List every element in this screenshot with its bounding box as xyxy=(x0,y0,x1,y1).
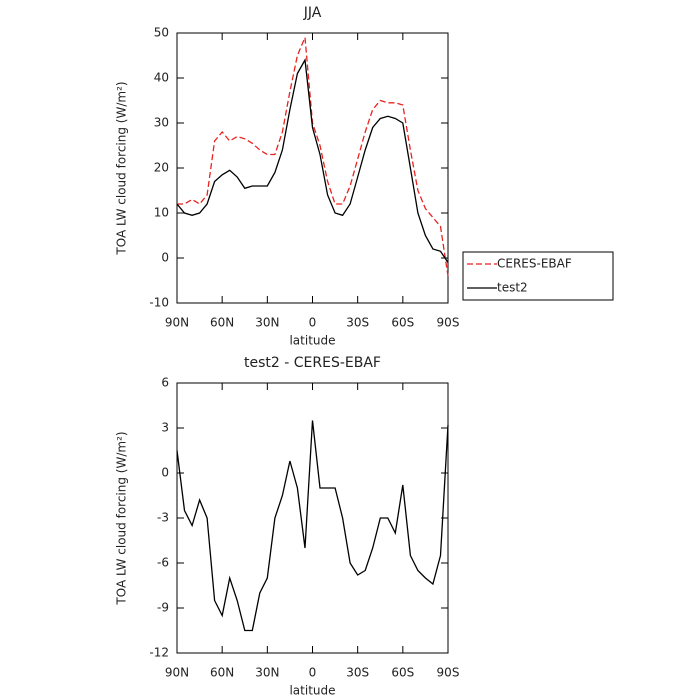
x-tick-label: 30S xyxy=(346,316,369,330)
data-line xyxy=(176,420,449,632)
y-tick-label: 0 xyxy=(161,466,169,480)
y-tick-label: -9 xyxy=(157,601,169,615)
y-tick-label: 3 xyxy=(161,421,169,435)
plot-frame xyxy=(176,32,449,304)
x-tick-label: 30N xyxy=(255,666,279,680)
legend-box xyxy=(462,251,614,301)
x-tick-label: 60N xyxy=(210,316,234,330)
legend-label: CERES-EBAF xyxy=(497,257,572,271)
data-line xyxy=(177,37,449,277)
x-tick-label: 60S xyxy=(391,666,414,680)
x-tick-label: 60S xyxy=(391,316,414,330)
y-axis-label: TOA LW cloud forcing (W/m²) xyxy=(115,431,129,605)
y-tick-label: -3 xyxy=(157,511,169,525)
chart-title: test2 - CERES-EBAF xyxy=(244,355,381,371)
x-tick-label: 30N xyxy=(255,316,279,330)
y-tick-label: 20 xyxy=(154,161,169,175)
y-tick-label: 10 xyxy=(154,206,169,220)
y-tick-label: -12 xyxy=(149,646,169,660)
x-tick-label: 90S xyxy=(437,316,460,330)
y-tick-label: 0 xyxy=(161,251,169,265)
x-tick-label: 0 xyxy=(309,666,317,680)
x-tick-label: 90N xyxy=(165,666,189,680)
x-tick-label: 90N xyxy=(165,316,189,330)
y-tick-label: 30 xyxy=(154,116,169,130)
y-tick-label: -6 xyxy=(157,556,169,570)
legend-label: test2 xyxy=(497,281,528,295)
y-tick-label: 50 xyxy=(154,26,169,40)
x-tick-label: 60N xyxy=(210,666,234,680)
data-line xyxy=(176,57,449,263)
x-axis-label: latitude xyxy=(289,334,335,348)
x-tick-label: 90S xyxy=(437,666,460,680)
chart-title: JJA xyxy=(303,5,322,21)
y-tick-label: 40 xyxy=(154,71,169,85)
y-axis-label: TOA LW cloud forcing (W/m²) xyxy=(115,81,129,255)
x-axis-label: latitude xyxy=(289,684,335,698)
x-tick-label: 30S xyxy=(346,666,369,680)
y-tick-label: 6 xyxy=(161,376,169,390)
y-tick-label: -10 xyxy=(149,296,169,310)
x-tick-label: 0 xyxy=(309,316,317,330)
